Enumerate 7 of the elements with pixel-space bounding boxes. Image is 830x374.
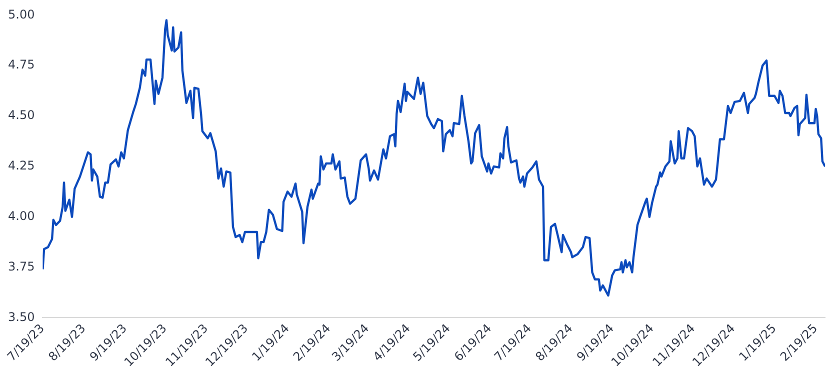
y-tick-label: 4.00 <box>8 208 35 223</box>
y-tick-label: 4.50 <box>8 108 35 122</box>
y-tick-label: 4.25 <box>8 158 35 173</box>
y-tick-label: 3.75 <box>8 259 35 274</box>
y-tick-label: 4.75 <box>8 58 35 72</box>
y-tick-label: 3.50 <box>8 310 35 324</box>
y-tick-label: 5.00 <box>8 7 35 22</box>
